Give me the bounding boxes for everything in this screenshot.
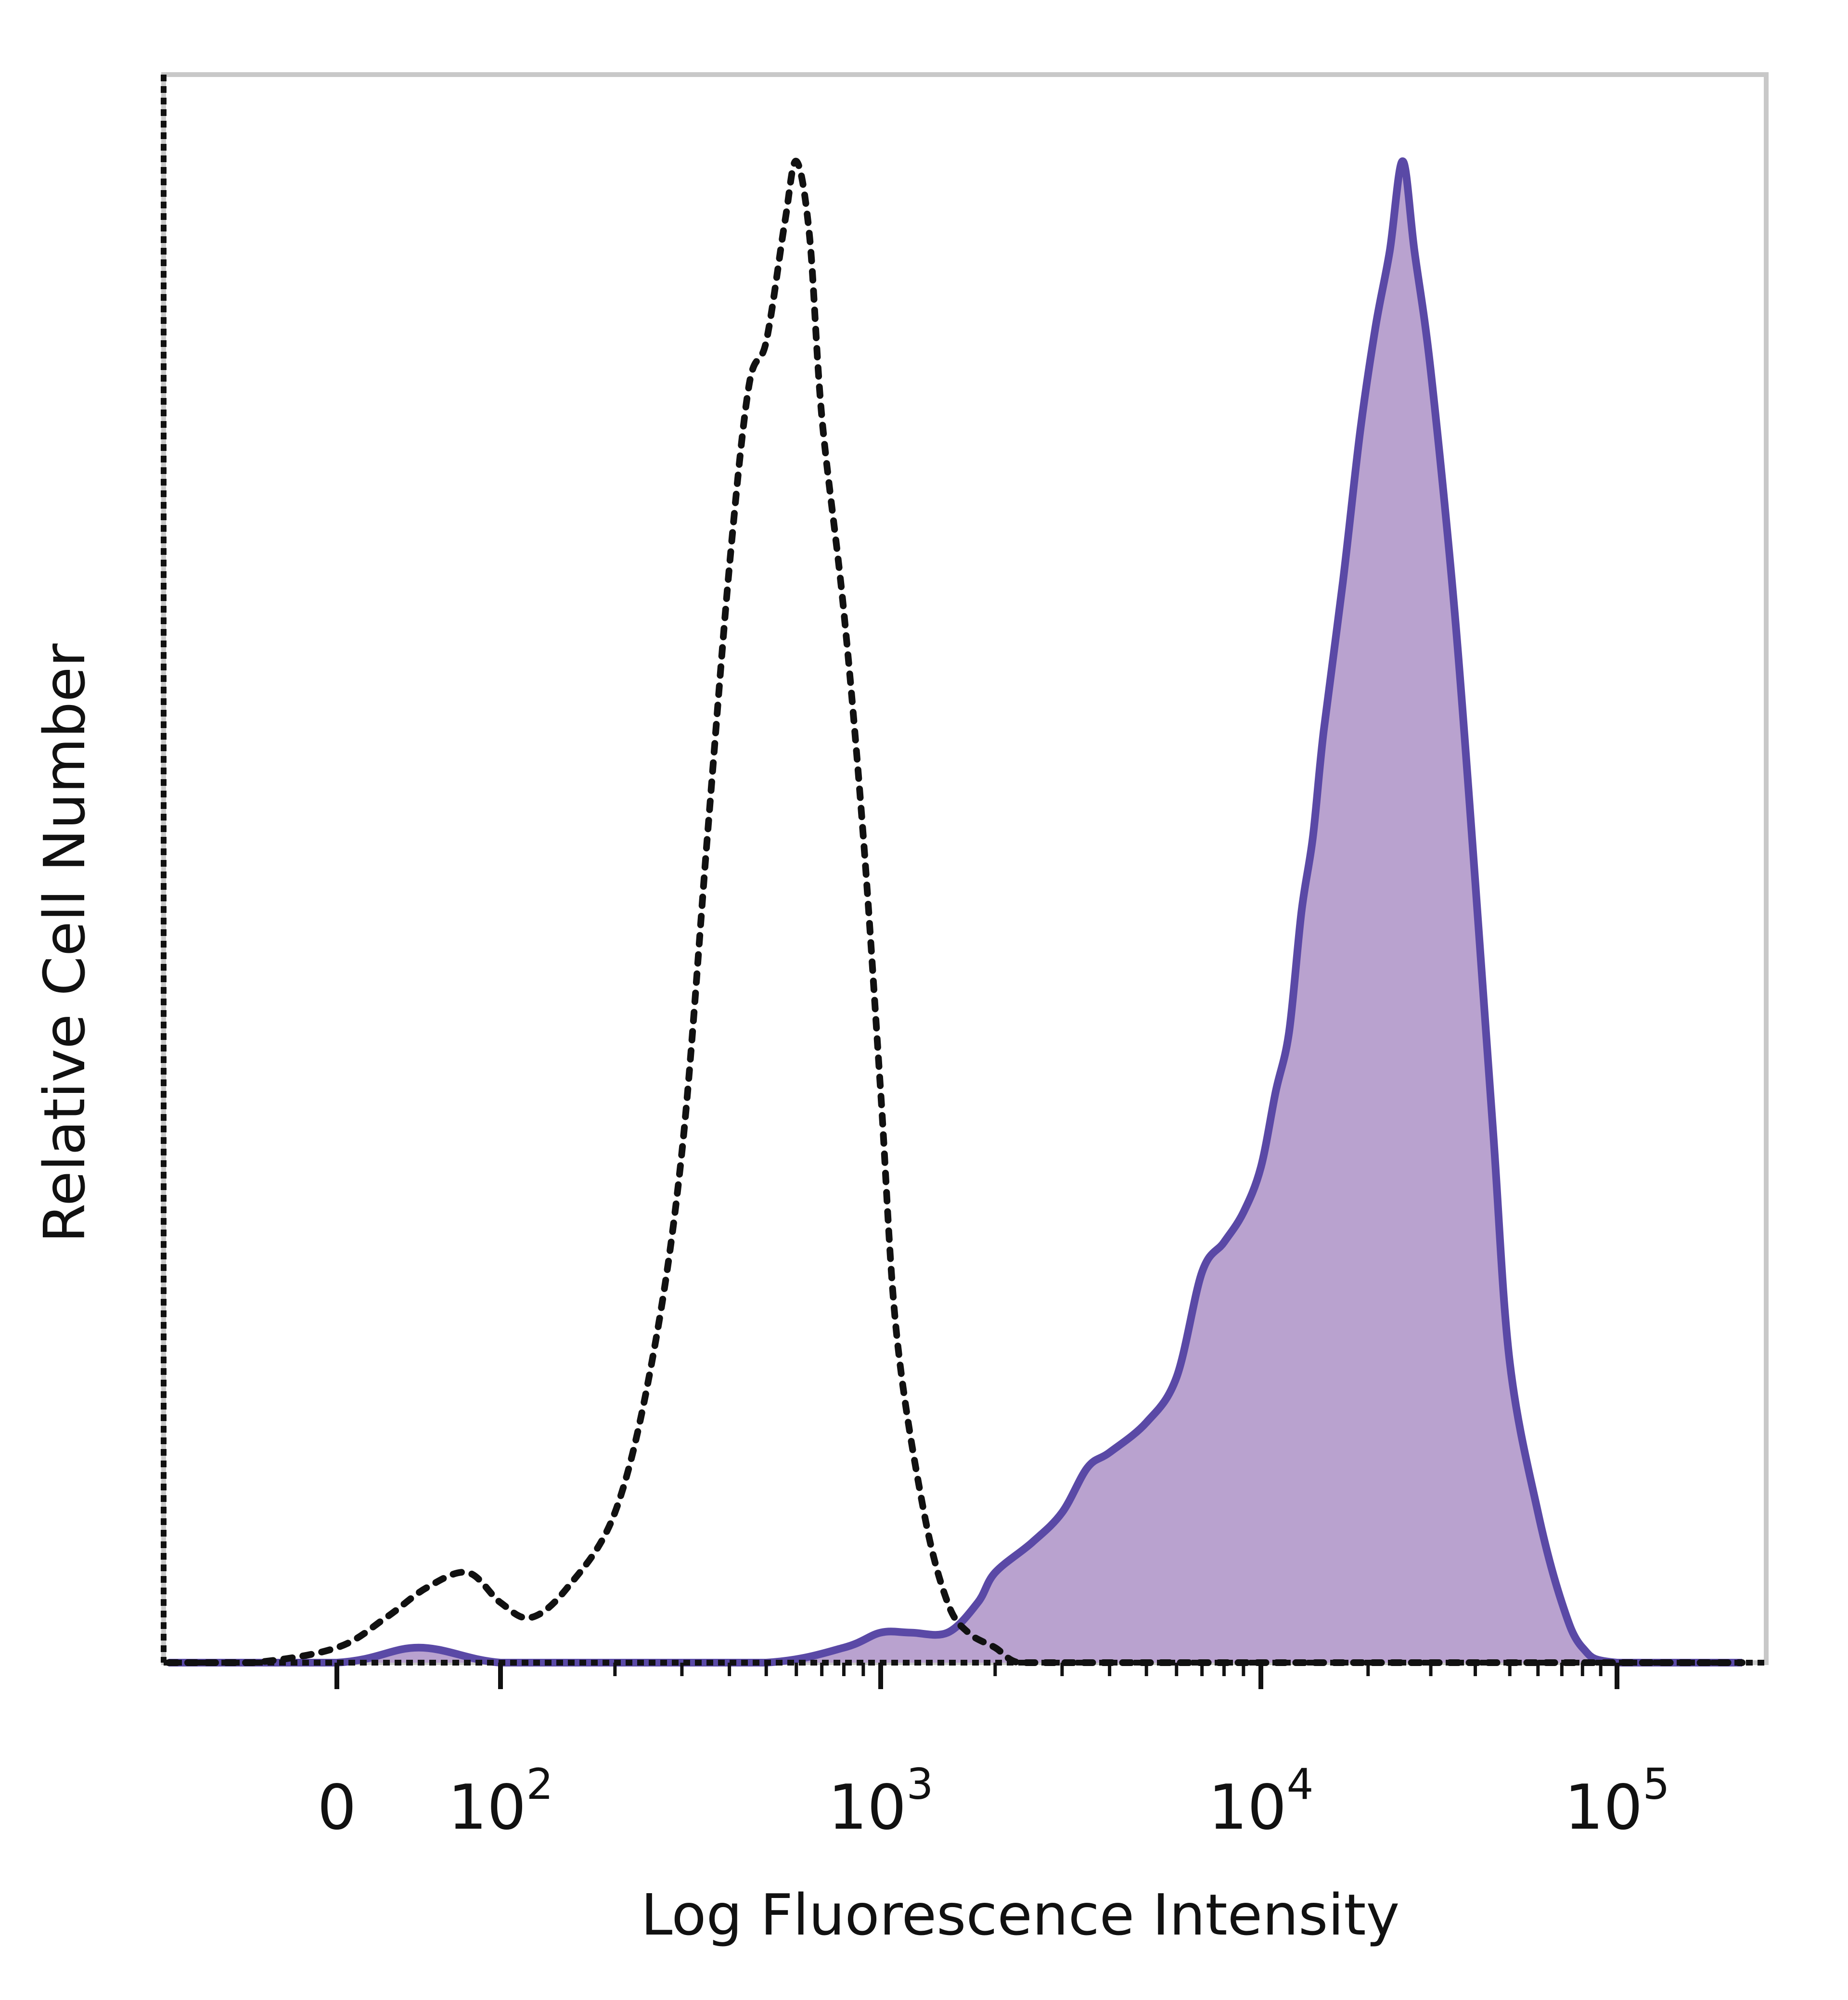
x-tick-label-base: 0 [317,1772,356,1844]
x-tick-label: 105 [1565,1759,1670,1844]
x-tick-label-base: 10 [828,1772,907,1844]
x-tick-label-exponent: 2 [526,1759,553,1809]
x-axis-title: Log Fluorescence Intensity [641,1882,1400,1948]
x-tick-label: 103 [828,1759,934,1844]
x-tick-label: 102 [448,1759,553,1844]
x-tick-label: 104 [1208,1759,1314,1844]
series-filled-histogram-outline [168,157,1742,1667]
x-tick-label-exponent: 5 [1643,1759,1669,1809]
plot-area [161,72,1769,1667]
y-axis-title: Relative Cell Number [31,643,98,1243]
x-tick-label: 0 [317,1772,356,1844]
x-tick-label-exponent: 4 [1286,1759,1313,1809]
x-tick-label-base: 10 [1565,1772,1643,1844]
x-axis-ticks: 0 102 103 104 105 [317,1663,1669,1844]
x-tick-label-base: 10 [1208,1772,1287,1844]
plot-frame [161,72,1769,1665]
x-tick-label-exponent: 3 [906,1759,933,1809]
series-dotted-histogram-outline [165,158,1745,1667]
x-tick-label-base: 10 [448,1772,526,1844]
